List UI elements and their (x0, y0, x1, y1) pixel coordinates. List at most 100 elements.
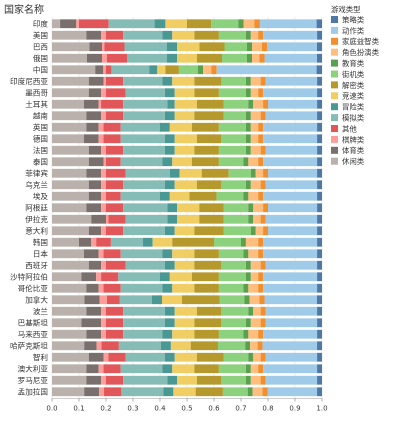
bar-segment (103, 65, 106, 75)
country-label: 埃及 (33, 191, 49, 201)
bar-segment (81, 272, 97, 282)
bar-segment (91, 237, 97, 247)
bar-segment (191, 157, 219, 167)
bar-segment (248, 249, 259, 259)
bar-segment (247, 53, 252, 63)
bar-segment (164, 352, 175, 362)
bar-segment (125, 168, 170, 178)
bar-segment (265, 214, 318, 224)
bar-segment (260, 180, 266, 190)
bar-segment (125, 214, 168, 224)
legend-title: 游戏类型 (331, 5, 361, 14)
legend-entry: 教育类 (342, 59, 365, 68)
country-label: 罗马尼亚 (18, 376, 49, 385)
bar-segment (103, 134, 121, 144)
bar-segment (101, 88, 106, 98)
country-label: 法国 (33, 145, 48, 155)
bar-segment (164, 145, 175, 155)
bar-segment (162, 295, 182, 305)
bar-segment (160, 122, 170, 132)
bar-segment (101, 180, 106, 190)
bar-segment (317, 134, 322, 144)
bar-segment (194, 318, 222, 328)
bar-segment (250, 88, 259, 98)
bar-segment (106, 203, 124, 213)
bar-segment (165, 65, 179, 75)
bar-segment (174, 145, 195, 155)
bar-segment (83, 99, 99, 109)
bar-segment (101, 99, 124, 109)
x-tick-label: 0.6 (208, 405, 220, 413)
bar-segment (164, 88, 175, 98)
country-label: 中国 (33, 64, 48, 74)
bar-segment (108, 214, 126, 224)
bar-segment (250, 226, 256, 236)
bar-segment (265, 111, 318, 121)
x-tick-label: 0.8 (262, 405, 273, 413)
bar-segment (103, 249, 121, 259)
x-tick-label: 0.7 (235, 405, 246, 413)
country-label: 意大利 (25, 225, 48, 235)
bar-segment (243, 157, 249, 167)
bar-segment (268, 203, 318, 213)
bar-segment (52, 168, 87, 178)
country-label: 孟加拉国 (18, 386, 48, 396)
bar-segment (259, 19, 317, 29)
bar-segment (52, 191, 89, 201)
bar-segment (260, 76, 266, 86)
bar-segment (84, 341, 97, 351)
bar-segment (221, 260, 246, 270)
bar-segment (174, 180, 197, 190)
legend-entry: 家庭益智类 (342, 37, 380, 46)
bar-segment (120, 283, 163, 293)
bar-segment (223, 352, 249, 362)
country-label: 英国 (33, 122, 48, 132)
bar-segment (123, 111, 165, 121)
bar-segment (99, 295, 107, 305)
bar-segment (223, 203, 249, 213)
bar-segment (317, 42, 322, 52)
bar-segment (154, 19, 166, 29)
bar-segment (218, 88, 246, 98)
bar-segment (99, 387, 105, 397)
bar-segment (203, 65, 212, 75)
bar-segment (102, 42, 105, 52)
bar-segment (268, 226, 318, 236)
bar-segment (245, 318, 251, 328)
bar-segment (245, 375, 251, 385)
bar-segment (259, 53, 265, 63)
bar-segment (248, 203, 254, 213)
bar-segment (177, 203, 200, 213)
bar-segment (125, 88, 165, 98)
bar-segment (223, 214, 249, 224)
bar-segment (219, 295, 245, 305)
bar-segment (221, 134, 246, 144)
country-label: 伊拉克 (25, 214, 48, 224)
bar-segment (222, 387, 248, 397)
bar-segment (123, 306, 165, 316)
bar-segment (254, 19, 260, 29)
bar-segment (88, 157, 104, 167)
bar-segment (263, 329, 318, 339)
bar-segment (96, 237, 111, 247)
bar-segment (253, 214, 261, 224)
bar-segment (317, 306, 322, 316)
bar-segment (194, 283, 219, 293)
bar-segment (245, 30, 251, 40)
bar-segment (317, 99, 322, 109)
bar-segment (248, 157, 259, 167)
bar-segment (164, 111, 175, 121)
bar-segment (317, 237, 322, 247)
legend: 游戏类型 策略类动作类家庭益智类角色扮演类教育类街机类解密类竞速类冒险类模拟类其… (331, 5, 380, 166)
bar-segment (127, 53, 167, 63)
bar-segment (218, 122, 246, 132)
bar-segment (88, 260, 102, 270)
bar-segment (169, 272, 192, 282)
bar-segment (162, 157, 173, 167)
bar-segment (317, 88, 322, 98)
bar-segment (258, 134, 264, 144)
bar-segment (317, 111, 322, 121)
legend-swatch (331, 114, 338, 122)
bar-segment (124, 42, 167, 52)
bar-segment (104, 387, 122, 397)
